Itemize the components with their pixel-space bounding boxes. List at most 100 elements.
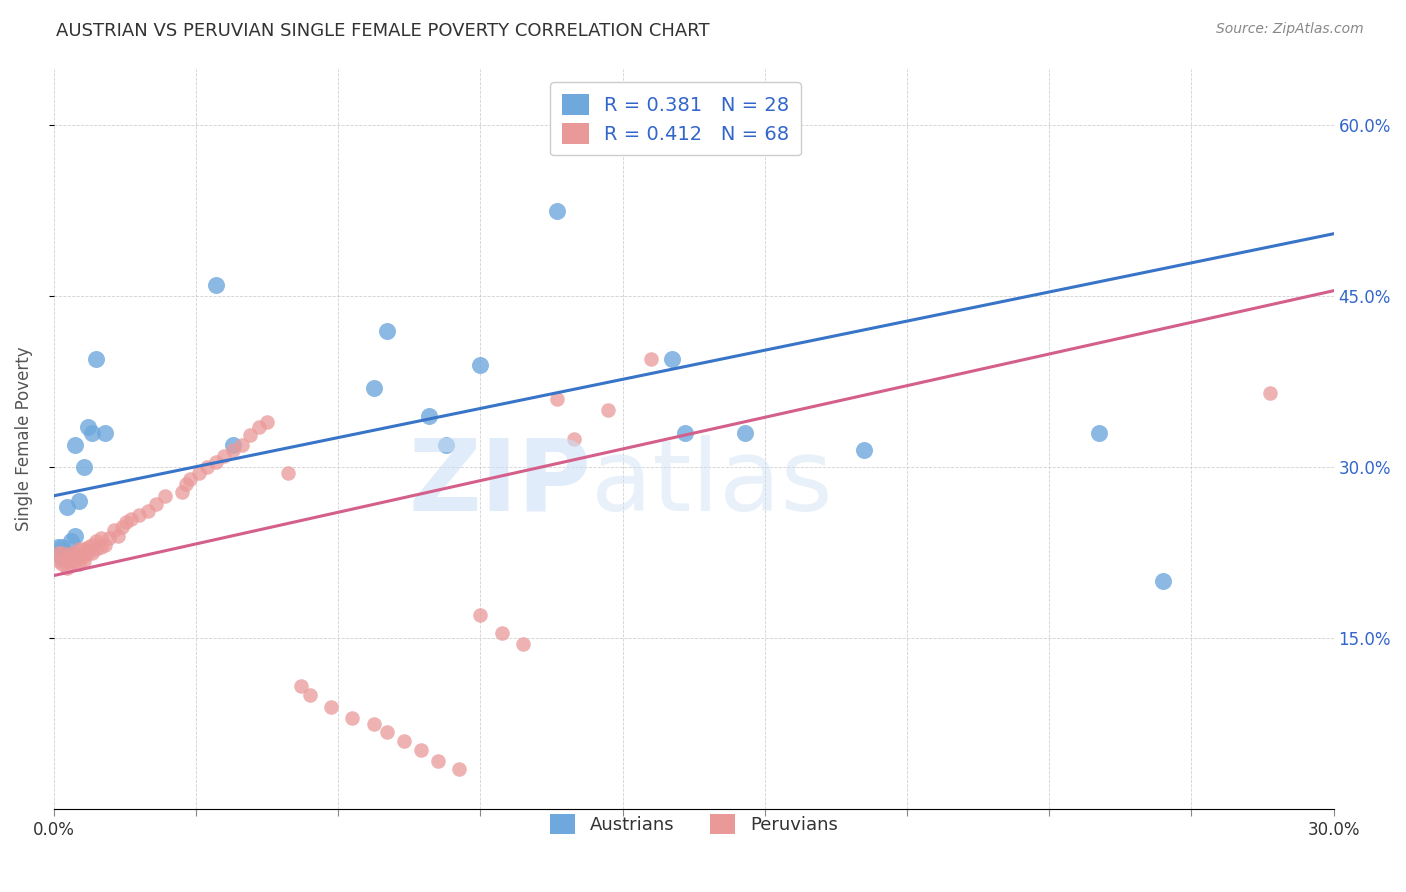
Point bbox=[205, 278, 228, 293]
Point bbox=[86, 352, 108, 367]
Y-axis label: Single Female Poverty: Single Female Poverty bbox=[15, 346, 32, 531]
Point bbox=[1152, 574, 1174, 589]
Point bbox=[363, 716, 385, 731]
Point bbox=[82, 538, 104, 552]
Text: atlas: atlas bbox=[592, 434, 832, 532]
Text: Source: ZipAtlas.com: Source: ZipAtlas.com bbox=[1216, 22, 1364, 37]
Point bbox=[673, 426, 696, 441]
Point bbox=[145, 497, 167, 511]
Point bbox=[55, 560, 77, 574]
Point bbox=[239, 428, 262, 442]
Point bbox=[94, 426, 117, 441]
Point bbox=[853, 443, 876, 458]
Point bbox=[128, 508, 150, 523]
Point bbox=[1088, 426, 1111, 441]
Point bbox=[55, 546, 77, 560]
Point bbox=[98, 531, 121, 545]
Point bbox=[55, 500, 77, 515]
Point bbox=[546, 392, 568, 406]
Point bbox=[86, 542, 108, 557]
Point bbox=[179, 472, 201, 486]
Point bbox=[115, 515, 138, 529]
Point bbox=[94, 538, 117, 552]
Point bbox=[174, 477, 197, 491]
Point bbox=[73, 554, 96, 568]
Point bbox=[136, 503, 159, 517]
Point bbox=[470, 608, 492, 623]
Point bbox=[67, 549, 90, 564]
Point bbox=[512, 637, 534, 651]
Point bbox=[90, 531, 112, 545]
Point bbox=[51, 540, 73, 554]
Point bbox=[214, 449, 236, 463]
Point bbox=[73, 549, 96, 564]
Point bbox=[491, 625, 513, 640]
Point bbox=[103, 523, 125, 537]
Point bbox=[1258, 386, 1281, 401]
Point bbox=[82, 546, 104, 560]
Point bbox=[256, 415, 278, 429]
Text: ZIP: ZIP bbox=[409, 434, 592, 532]
Point bbox=[197, 460, 219, 475]
Point bbox=[120, 511, 142, 525]
Point bbox=[55, 549, 77, 564]
Point bbox=[375, 324, 398, 338]
Point bbox=[59, 557, 82, 571]
Point bbox=[375, 724, 398, 739]
Point bbox=[409, 743, 432, 757]
Point bbox=[90, 540, 112, 554]
Point bbox=[63, 554, 86, 568]
Point bbox=[392, 733, 415, 747]
Point bbox=[77, 420, 100, 434]
Point bbox=[153, 489, 176, 503]
Point bbox=[434, 437, 457, 451]
Point bbox=[170, 485, 193, 500]
Point bbox=[67, 542, 90, 557]
Point bbox=[231, 437, 253, 451]
Point bbox=[298, 688, 321, 702]
Point bbox=[63, 546, 86, 560]
Point bbox=[205, 455, 228, 469]
Point bbox=[73, 460, 96, 475]
Point bbox=[342, 711, 364, 725]
Point bbox=[418, 409, 440, 423]
Point bbox=[222, 437, 245, 451]
Point bbox=[77, 546, 100, 560]
Point bbox=[82, 426, 104, 441]
Point bbox=[86, 534, 108, 549]
Point bbox=[55, 554, 77, 568]
Point bbox=[247, 420, 270, 434]
Point bbox=[46, 546, 69, 560]
Point bbox=[640, 352, 662, 367]
Point bbox=[734, 426, 756, 441]
Point bbox=[67, 494, 90, 508]
Point bbox=[77, 540, 100, 554]
Point bbox=[59, 551, 82, 566]
Point bbox=[67, 557, 90, 571]
Point bbox=[51, 557, 73, 571]
Text: AUSTRIAN VS PERUVIAN SINGLE FEMALE POVERTY CORRELATION CHART: AUSTRIAN VS PERUVIAN SINGLE FEMALE POVER… bbox=[56, 22, 710, 40]
Point bbox=[63, 437, 86, 451]
Point bbox=[546, 203, 568, 218]
Point bbox=[661, 352, 683, 367]
Point bbox=[222, 443, 245, 458]
Point bbox=[363, 380, 385, 394]
Point bbox=[277, 466, 299, 480]
Point bbox=[59, 546, 82, 560]
Point bbox=[321, 699, 343, 714]
Point bbox=[449, 762, 471, 776]
Point bbox=[187, 466, 209, 480]
Point bbox=[470, 358, 492, 372]
Point bbox=[598, 403, 620, 417]
Point bbox=[111, 519, 134, 533]
Point bbox=[51, 546, 73, 560]
Point bbox=[46, 540, 69, 554]
Point bbox=[562, 432, 585, 446]
Point bbox=[426, 754, 449, 768]
Point bbox=[290, 679, 312, 693]
Point bbox=[46, 554, 69, 568]
Point bbox=[63, 529, 86, 543]
Point bbox=[51, 551, 73, 566]
Legend: Austrians, Peruvians: Austrians, Peruvians bbox=[538, 803, 849, 845]
Point bbox=[107, 529, 129, 543]
